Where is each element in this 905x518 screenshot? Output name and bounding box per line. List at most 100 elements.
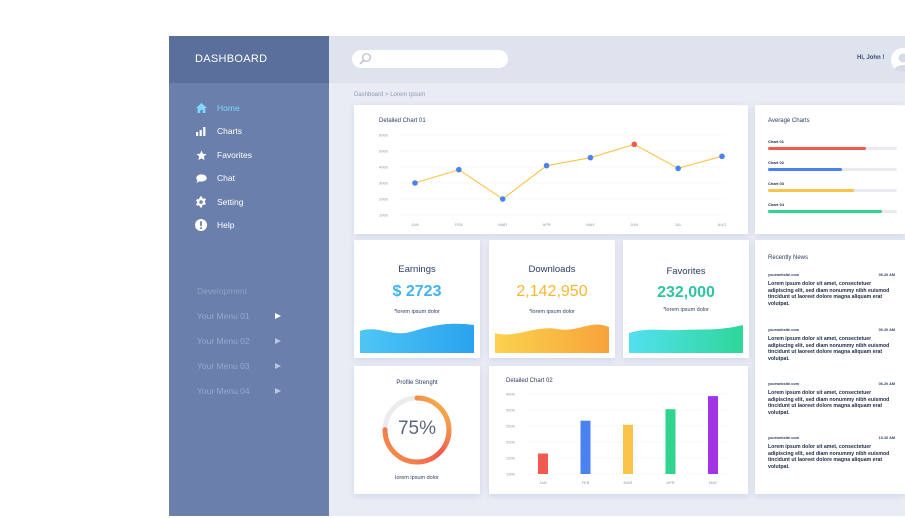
average-chart-fill bbox=[768, 147, 867, 150]
news-text: Lorem ipsum dolor sit amet, consectetuer… bbox=[768, 336, 890, 362]
x-tick-label: AUG bbox=[718, 222, 727, 227]
dev-menu-item-01[interactable]: Your Menu 01 bbox=[197, 309, 281, 323]
average-chart-track bbox=[768, 147, 897, 150]
average-chart-fill bbox=[768, 189, 855, 192]
average-charts-card: Average Charts Chart 01 Chart 02 Chart 03 C… bbox=[755, 105, 905, 234]
news-text: Lorem ipsum dolor sit amet, consectetuer… bbox=[768, 281, 890, 307]
dev-menu-label: Your Menu 03 bbox=[197, 361, 250, 371]
bar[interactable] bbox=[580, 420, 591, 474]
y-tick-label: 1000 bbox=[379, 213, 389, 218]
chevron-right-icon bbox=[275, 363, 281, 369]
sidebar-item-charts[interactable]: Charts bbox=[195, 123, 242, 139]
average-chart-label: Chart 01 bbox=[768, 139, 785, 144]
sidebar-item-help[interactable]: Help bbox=[195, 217, 234, 233]
x-tick-label: JUN bbox=[630, 222, 638, 227]
downloads-sub: *lorem ipsum dolor bbox=[529, 309, 575, 315]
dev-menu-item-02[interactable]: Your Menu 02 bbox=[197, 334, 281, 348]
average-chart-label: Chart 04 bbox=[768, 202, 785, 207]
x-tick-label: APR bbox=[542, 222, 550, 227]
chevron-right-icon bbox=[275, 388, 281, 394]
x-tick-label: FEB bbox=[582, 480, 590, 485]
x-tick-label: MAY bbox=[709, 480, 718, 485]
sidebar-item-label: Favorites bbox=[217, 150, 252, 160]
sidebar-item-label: Setting bbox=[217, 197, 244, 207]
downloads-value: 2,142,950 bbox=[516, 283, 588, 300]
y-tick-label: 5000 bbox=[379, 149, 389, 154]
sidebar-item-setting[interactable]: Setting bbox=[195, 194, 243, 210]
data-point[interactable] bbox=[456, 166, 462, 173]
chevron-right-icon bbox=[275, 313, 281, 319]
news-source[interactable]: yourwebsite.com bbox=[768, 273, 800, 277]
news-time: 06.20 AM bbox=[878, 328, 895, 332]
favorites-sub: *lorem ipsum dolor bbox=[663, 307, 709, 313]
series-line bbox=[414, 143, 723, 200]
y-tick-label: 3000 bbox=[506, 408, 516, 413]
favorites-wave bbox=[629, 325, 743, 353]
avatar[interactable] bbox=[891, 48, 905, 72]
data-point[interactable] bbox=[631, 141, 638, 148]
sidebar-item-favorites[interactable]: Favorites bbox=[195, 147, 252, 163]
profile-strength-title: Profile Strenght bbox=[396, 380, 438, 386]
x-tick-label: MAY bbox=[586, 222, 595, 227]
favorites-label: Favorites bbox=[666, 266, 706, 277]
y-tick-label: 3000 bbox=[379, 181, 389, 186]
y-tick-label: 1000 bbox=[506, 472, 516, 477]
dev-menu-item-03[interactable]: Your Menu 03 bbox=[197, 359, 281, 373]
dashboard-app: DASHBOARD Home Charts Favorites Chat bbox=[169, 36, 905, 516]
search-icon bbox=[358, 52, 372, 71]
x-tick-label: FEB bbox=[455, 222, 463, 227]
x-tick-label: JAN bbox=[539, 480, 547, 485]
search-input[interactable] bbox=[352, 50, 508, 68]
favorites-card: Favorites 232,000 *lorem ipsum dolor bbox=[623, 240, 749, 358]
data-point[interactable] bbox=[499, 196, 506, 202]
news-source[interactable]: yourwebsite.com bbox=[768, 382, 800, 386]
average-charts-title: Average Charts bbox=[768, 118, 810, 124]
news-source[interactable]: yourwebsite.com bbox=[768, 436, 800, 440]
bar-chart-icon bbox=[195, 125, 207, 137]
brand-title: DASHBOARD bbox=[169, 36, 329, 83]
bar[interactable] bbox=[623, 424, 633, 474]
sidebar-item-home[interactable]: Home bbox=[195, 100, 240, 116]
bar[interactable] bbox=[665, 409, 676, 474]
dev-menu-item-04[interactable]: Your Menu 04 bbox=[197, 384, 281, 398]
bar[interactable] bbox=[538, 453, 548, 475]
dev-menu-label: Your Menu 02 bbox=[197, 336, 250, 346]
average-chart-fill bbox=[768, 210, 882, 213]
data-point[interactable] bbox=[719, 153, 725, 160]
development-heading: Development bbox=[197, 286, 248, 296]
news-time: 06.20 AM bbox=[878, 382, 895, 386]
data-point[interactable] bbox=[675, 165, 681, 172]
y-tick-label: 4000 bbox=[506, 392, 516, 397]
bar-chart: 4000 3000 2500 2000 1500 1000 JAN FEB MAR APR MAY bbox=[506, 392, 729, 485]
news-text: Lorem ipsum dolor sit amet, consectetuer… bbox=[768, 390, 890, 416]
progress-ring bbox=[382, 395, 452, 465]
y-tick-label: 4000 bbox=[379, 165, 389, 170]
x-tick-label: JAN bbox=[411, 222, 419, 227]
y-tick-label: 2000 bbox=[506, 440, 516, 445]
sidebar-item-chat[interactable]: Chat bbox=[195, 170, 235, 186]
bar[interactable] bbox=[708, 396, 718, 474]
downloads-card: Downloads 2,142,950 *lorem ipsum dolor bbox=[489, 240, 615, 358]
sidebar-item-label: Home bbox=[217, 103, 240, 113]
x-tick-label: MAR bbox=[624, 480, 633, 485]
gear-icon bbox=[195, 196, 207, 208]
breadcrumb[interactable]: Dashboard > Lorem Ipsum bbox=[354, 92, 426, 98]
earnings-wave bbox=[360, 323, 474, 353]
data-point[interactable] bbox=[543, 162, 550, 169]
star-icon bbox=[195, 149, 207, 161]
earnings-label: Earnings bbox=[398, 264, 436, 275]
average-chart-track bbox=[768, 168, 897, 171]
home-icon bbox=[195, 102, 207, 114]
news-source[interactable]: yourwebsite.com bbox=[768, 328, 800, 332]
average-chart-fill bbox=[768, 168, 842, 171]
data-point[interactable] bbox=[412, 180, 418, 186]
profile-sub: lorem ipsum dolor bbox=[395, 475, 439, 481]
sidebar-item-label: Charts bbox=[217, 126, 243, 136]
favorites-value: 232,000 bbox=[657, 284, 715, 301]
user-icon bbox=[894, 53, 905, 72]
news-time: 06.20 AM bbox=[878, 273, 895, 277]
news-time: 10.20 AM bbox=[878, 436, 895, 440]
data-point[interactable] bbox=[587, 154, 594, 161]
progress-ring-fill bbox=[382, 395, 452, 465]
detailed-chart-02-card: Detailed Chart 02 4000 3000 2500 2000 1500 10… bbox=[489, 366, 748, 494]
